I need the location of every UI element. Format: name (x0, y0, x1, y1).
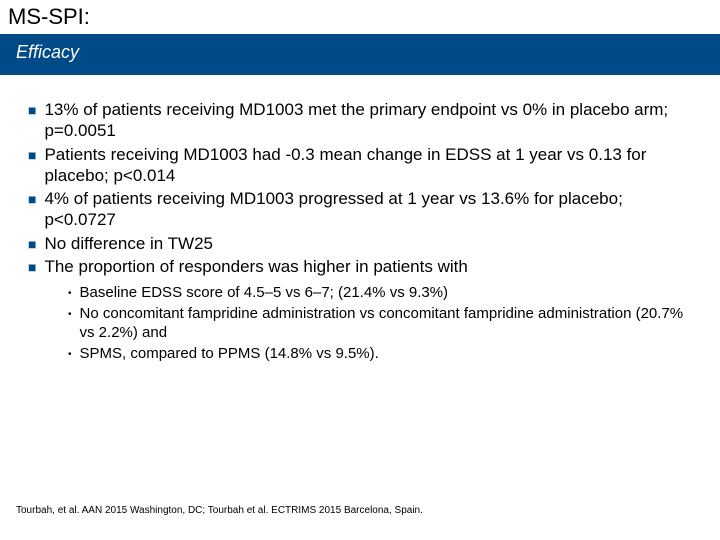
square-bullet-icon: ■ (28, 259, 36, 277)
slide-subtitle: Efficacy (16, 42, 704, 63)
sub-bullet-text: SPMS, compared to PPMS (14.8% vs 9.5%). (80, 344, 379, 364)
slide-header: MS-SPI: Efficacy (0, 0, 720, 75)
sub-bullet-item: • No concomitant fampridine administrati… (68, 304, 692, 343)
slide-content: ■ 13% of patients receiving MD1003 met t… (0, 75, 720, 376)
dot-bullet-icon: • (68, 287, 72, 303)
square-bullet-icon: ■ (28, 191, 36, 231)
main-bullet-list: ■ 13% of patients receiving MD1003 met t… (28, 99, 692, 277)
bullet-text: 4% of patients receiving MD1003 progress… (44, 188, 692, 231)
bullet-text: The proportion of responders was higher … (44, 256, 467, 277)
bullet-item: ■ The proportion of responders was highe… (28, 256, 692, 277)
bullet-item: ■ Patients receiving MD1003 had -0.3 mea… (28, 144, 692, 187)
bullet-item: ■ 4% of patients receiving MD1003 progre… (28, 188, 692, 231)
slide-footer-citation: Tourbah, et al. AAN 2015 Washington, DC;… (16, 505, 423, 516)
square-bullet-icon: ■ (28, 236, 36, 254)
bullet-item: ■ 13% of patients receiving MD1003 met t… (28, 99, 692, 142)
slide-title: MS-SPI: (0, 0, 720, 34)
bullet-text: Patients receiving MD1003 had -0.3 mean … (44, 144, 692, 187)
bullet-text: No difference in TW25 (44, 233, 213, 254)
sub-bullet-text: No concomitant fampridine administration… (80, 304, 692, 343)
square-bullet-icon: ■ (28, 102, 36, 142)
bullet-text: 13% of patients receiving MD1003 met the… (44, 99, 692, 142)
bullet-item: ■ No difference in TW25 (28, 233, 692, 254)
sub-bullet-list: • Baseline EDSS score of 4.5–5 vs 6–7; (… (68, 283, 692, 363)
sub-bullet-item: • Baseline EDSS score of 4.5–5 vs 6–7; (… (68, 283, 692, 303)
dot-bullet-icon: • (68, 308, 72, 343)
sub-bullet-item: • SPMS, compared to PPMS (14.8% vs 9.5%)… (68, 344, 692, 364)
sub-bullet-text: Baseline EDSS score of 4.5–5 vs 6–7; (21… (80, 283, 449, 303)
square-bullet-icon: ■ (28, 147, 36, 187)
dot-bullet-icon: • (68, 348, 72, 364)
